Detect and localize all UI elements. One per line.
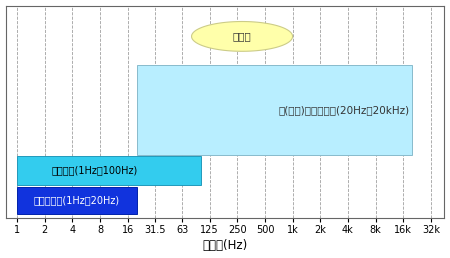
Text: 人の声: 人の声: [233, 31, 252, 41]
Bar: [17, 187, 136, 214]
Text: 低周波音(1Hz～100Hz): 低周波音(1Hz～100Hz): [52, 165, 138, 175]
Polygon shape: [192, 21, 292, 51]
Bar: [136, 65, 412, 155]
Text: 人(若者)の可聴範囲(20Hz～20kHz): 人(若者)の可聴範囲(20Hz～20kHz): [279, 105, 410, 115]
X-axis label: 周波数(Hz): 周波数(Hz): [202, 239, 248, 252]
Bar: [17, 156, 201, 185]
Text: 超低周波音(1Hz～20Hz): 超低周波音(1Hz～20Hz): [34, 196, 120, 205]
